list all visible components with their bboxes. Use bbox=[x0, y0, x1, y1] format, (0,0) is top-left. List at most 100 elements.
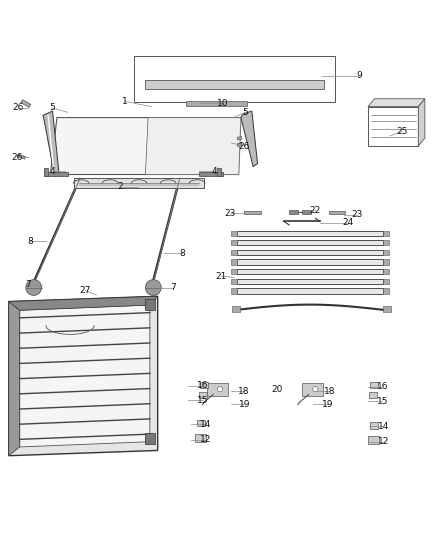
Bar bbox=[231, 260, 237, 265]
Bar bbox=[207, 383, 228, 395]
Polygon shape bbox=[9, 302, 20, 456]
Bar bbox=[237, 143, 242, 147]
Text: 16: 16 bbox=[197, 381, 208, 390]
Bar bbox=[383, 269, 389, 274]
Text: 5: 5 bbox=[49, 103, 55, 112]
Text: 27: 27 bbox=[80, 286, 91, 295]
Text: 14: 14 bbox=[200, 419, 212, 429]
Text: 4: 4 bbox=[50, 166, 55, 175]
Bar bbox=[199, 392, 207, 398]
Text: 10: 10 bbox=[217, 99, 228, 108]
Bar bbox=[44, 172, 68, 176]
Bar bbox=[200, 382, 208, 388]
Text: 16: 16 bbox=[377, 383, 388, 391]
Bar bbox=[237, 240, 383, 246]
Text: 9: 9 bbox=[356, 71, 362, 80]
Bar bbox=[383, 306, 391, 312]
Polygon shape bbox=[43, 111, 59, 177]
Bar bbox=[237, 269, 383, 274]
Text: 25: 25 bbox=[396, 127, 408, 136]
Text: 15: 15 bbox=[197, 395, 208, 405]
Bar bbox=[302, 383, 323, 395]
Bar bbox=[370, 423, 378, 429]
Bar bbox=[302, 210, 311, 214]
Circle shape bbox=[313, 386, 318, 392]
Bar bbox=[231, 250, 237, 255]
Text: 26: 26 bbox=[11, 152, 22, 161]
Bar bbox=[231, 240, 237, 246]
Bar bbox=[369, 392, 377, 398]
Text: 5: 5 bbox=[242, 108, 248, 117]
Text: 19: 19 bbox=[322, 400, 333, 409]
Bar bbox=[232, 306, 240, 312]
Text: 12: 12 bbox=[378, 437, 389, 446]
Bar bbox=[74, 177, 204, 188]
Bar bbox=[328, 211, 345, 214]
Text: 1: 1 bbox=[122, 97, 128, 106]
Circle shape bbox=[217, 386, 223, 392]
Text: 7: 7 bbox=[25, 280, 32, 289]
Bar bbox=[289, 210, 298, 214]
Bar bbox=[383, 240, 389, 246]
Bar bbox=[368, 436, 379, 444]
Text: 12: 12 bbox=[200, 435, 212, 444]
Bar bbox=[18, 154, 25, 159]
Polygon shape bbox=[20, 305, 150, 447]
Bar bbox=[383, 279, 389, 284]
Bar bbox=[231, 279, 237, 284]
Bar bbox=[237, 288, 383, 294]
Polygon shape bbox=[368, 99, 425, 107]
Text: 24: 24 bbox=[343, 218, 354, 227]
Text: 23: 23 bbox=[224, 208, 236, 217]
Bar bbox=[199, 172, 223, 176]
Bar bbox=[21, 100, 31, 108]
Circle shape bbox=[145, 280, 161, 295]
Bar bbox=[231, 269, 237, 274]
Bar bbox=[237, 260, 383, 265]
Bar bbox=[383, 231, 389, 236]
Bar bbox=[145, 80, 324, 89]
Bar bbox=[237, 231, 383, 236]
Text: 7: 7 bbox=[170, 283, 176, 292]
Bar bbox=[237, 279, 383, 284]
Bar bbox=[186, 101, 247, 106]
Bar bbox=[237, 250, 383, 255]
Text: 20: 20 bbox=[272, 385, 283, 394]
Bar bbox=[383, 288, 389, 294]
Text: 4: 4 bbox=[212, 166, 217, 175]
Bar bbox=[231, 288, 237, 294]
Text: 2: 2 bbox=[118, 182, 123, 191]
Text: 26: 26 bbox=[239, 142, 250, 150]
Circle shape bbox=[26, 280, 42, 295]
Bar bbox=[383, 250, 389, 255]
Bar bbox=[195, 434, 206, 442]
Polygon shape bbox=[418, 99, 425, 146]
Polygon shape bbox=[241, 111, 258, 167]
Text: 26: 26 bbox=[13, 103, 24, 112]
Bar bbox=[197, 420, 205, 426]
Bar bbox=[44, 167, 48, 176]
Bar bbox=[368, 107, 418, 146]
Text: 18: 18 bbox=[324, 387, 335, 396]
Text: 23: 23 bbox=[351, 211, 363, 219]
Bar bbox=[145, 433, 155, 444]
Text: 8: 8 bbox=[27, 237, 33, 246]
Bar bbox=[231, 231, 237, 236]
Text: 15: 15 bbox=[377, 397, 388, 406]
Bar bbox=[134, 56, 335, 102]
Text: 14: 14 bbox=[378, 422, 389, 431]
Polygon shape bbox=[9, 296, 158, 310]
Bar bbox=[237, 136, 242, 140]
Text: 22: 22 bbox=[310, 206, 321, 215]
Polygon shape bbox=[9, 296, 158, 456]
Polygon shape bbox=[145, 118, 241, 174]
Text: 21: 21 bbox=[215, 272, 227, 281]
Bar bbox=[217, 167, 221, 176]
Text: 19: 19 bbox=[239, 400, 250, 409]
Bar bbox=[370, 382, 378, 388]
Bar bbox=[244, 211, 261, 214]
Polygon shape bbox=[50, 118, 241, 174]
Text: 8: 8 bbox=[179, 249, 185, 258]
Bar bbox=[383, 260, 389, 265]
Text: 18: 18 bbox=[238, 387, 250, 396]
